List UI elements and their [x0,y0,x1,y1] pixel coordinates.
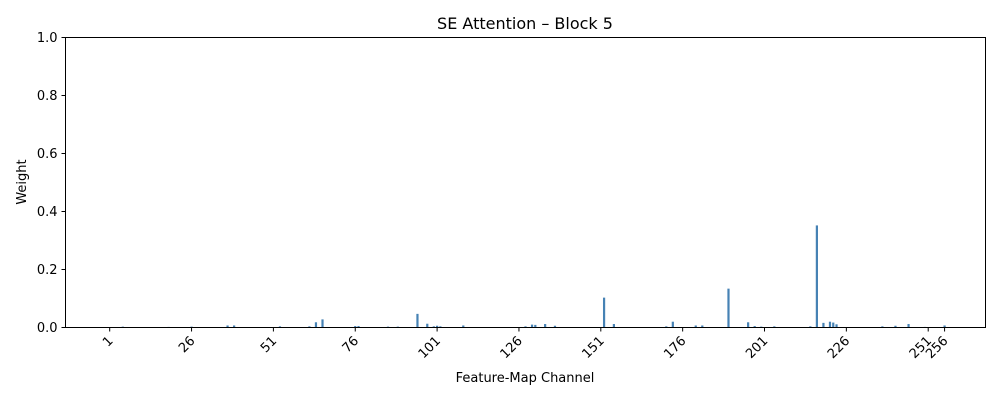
bar-channel-128 [524,326,527,328]
bar-channel-62 [308,326,311,328]
y-tick-label: 0.6 [37,147,58,162]
y-tick-label: 0.4 [37,205,58,220]
plot-frame [65,37,986,328]
bar-channel-131 [534,324,537,328]
bar-channel-64 [314,322,318,328]
chart-title: SE Attention – Block 5 [437,14,613,33]
bar-channel-37 [226,325,229,328]
bar-channel-137 [553,325,557,328]
y-tick-label: 0.8 [37,89,58,104]
bar-channel-245 [907,324,910,328]
bar-channel-256 [943,325,946,328]
bar-channel-198 [753,326,756,328]
bar-channel-98 [426,323,429,328]
bars-group [108,225,946,328]
bar-channel-241 [894,325,897,328]
bar-channel-237 [881,326,884,328]
bar-channel-190 [727,288,730,328]
x-tick-label: 226 [825,334,853,362]
x-tick-label: 126 [498,334,526,362]
x-tick-label: 176 [661,334,689,362]
bar-channel-53 [278,326,282,328]
bar-channel-219 [822,322,825,328]
bar-channel-66 [321,319,324,328]
bar-channel-102 [439,326,442,328]
y-axis: 0.0 0.2 0.4 0.6 0.8 1.0 [37,31,66,336]
x-tick-label: 151 [579,334,607,362]
x-axis-label: Feature-Map Channel [456,371,595,386]
y-tick-label: 1.0 [37,31,58,46]
bar-channel-173 [671,321,674,328]
bar-channel-134 [544,324,547,328]
x-tick-label: 76 [340,334,362,356]
bar-channel-130 [530,324,534,328]
bar-channel-182 [701,325,704,328]
bar-channel-39 [233,325,236,328]
bar-channel-204 [773,326,776,328]
bar-channel-155 [612,324,615,328]
bar-channel-196 [747,322,750,328]
x-tick-label: 101 [416,334,444,362]
bar-channel-222 [832,322,835,328]
x-tick-label: 26 [176,334,198,356]
bar-channel-109 [462,325,465,328]
bar-channel-221 [828,321,832,328]
bar-channel-215 [809,326,812,328]
x-tick-label: 201 [743,334,771,362]
bar-channel-223 [835,324,838,328]
y-tick-label: 0.2 [37,263,58,278]
bar-channel-217 [815,225,818,328]
y-axis-label: Weight [15,159,30,204]
y-tick-label: 0.0 [37,321,58,336]
bar-channel-76 [354,326,357,328]
bar-channel-95 [416,313,419,328]
x-tick-label: 51 [258,334,280,356]
bar-channel-152 [602,297,606,328]
bar-channel-180 [694,325,697,328]
bar-channel-171 [665,326,668,328]
bar-channel-101 [436,325,439,328]
x-tick-label: 1 [100,334,116,350]
bar-channel-77 [357,326,360,328]
bar-channel-100 [432,326,435,328]
